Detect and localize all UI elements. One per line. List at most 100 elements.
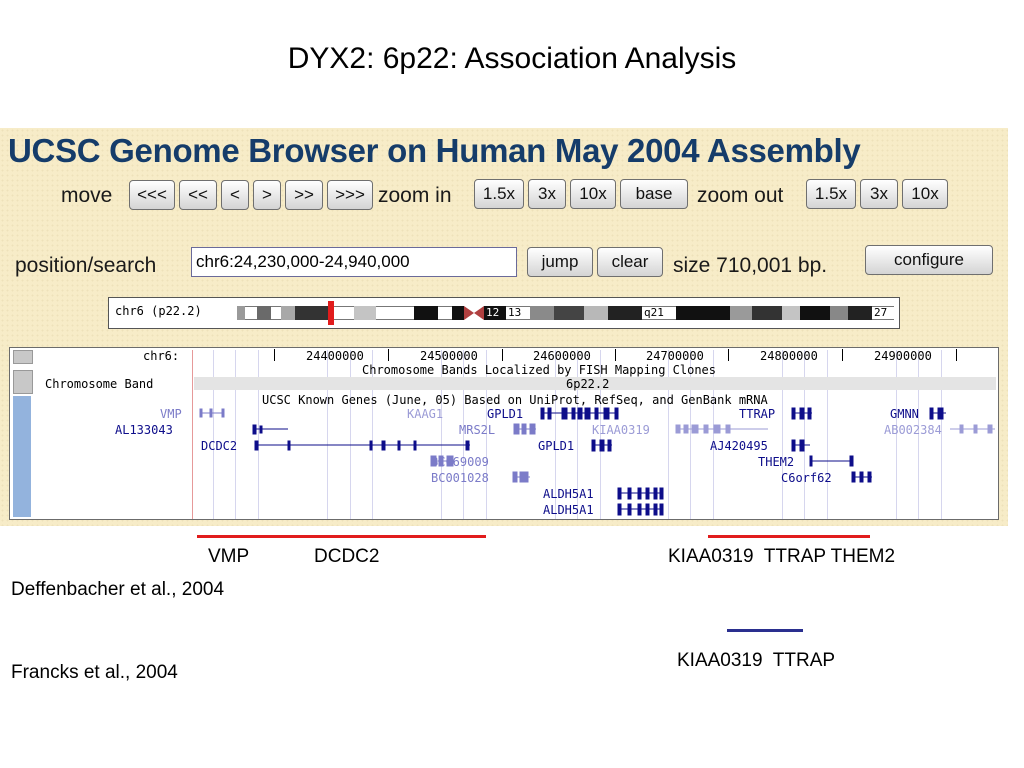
- gene-label: TTRAP: [739, 407, 776, 421]
- zoom-in-3x-button[interactable]: 3x: [528, 179, 566, 209]
- ideogram-band: [730, 306, 752, 320]
- ideogram-band: [484, 306, 506, 320]
- gene-caption-kiaa-ttrap-them2: KIAA0319 TTRAP THEM2: [668, 546, 896, 567]
- ideogram-band: [782, 306, 800, 320]
- gene-label: GPLD1: [487, 407, 524, 421]
- genome-browser-panel: UCSC Genome Browser on Human May 2004 As…: [0, 128, 1008, 526]
- ideogram-band: [452, 306, 464, 320]
- gene-label: BC001028: [431, 471, 489, 485]
- ideogram-band: [608, 306, 642, 320]
- move-far-right-button[interactable]: >>>: [327, 180, 373, 210]
- ideogram-band: [245, 306, 257, 320]
- ideogram-band: [530, 306, 554, 320]
- ideogram-position-marker: [328, 301, 334, 325]
- tracks-panel: chr6: 24400000 24500000 24600000 2470000…: [9, 347, 999, 520]
- jump-button[interactable]: jump: [527, 247, 593, 277]
- band-track-bar[interactable]: [194, 377, 996, 390]
- move-left-more-button[interactable]: <<: [179, 180, 217, 210]
- zoom-base-button[interactable]: base: [620, 179, 688, 209]
- ideogram-band: [281, 306, 295, 320]
- size-text: size 710,001 bp.: [673, 254, 828, 277]
- ideogram-band: [354, 306, 376, 320]
- gene-label: GPLD1: [538, 439, 575, 453]
- zoom-out-label: zoom out: [697, 184, 784, 207]
- ideogram-band: [872, 306, 894, 320]
- chromosome-ideogram[interactable]: chr6 (p22.2) 12 13 q21 27: [108, 297, 900, 329]
- track-toggle-button[interactable]: [13, 350, 33, 364]
- ruler-position: 24400000: [306, 349, 364, 363]
- zoom-out-3x-button[interactable]: 3x: [860, 179, 898, 209]
- ideogram-band: [414, 306, 438, 320]
- zoom-in-10x-button[interactable]: 10x: [570, 179, 616, 209]
- ruler-position: 24600000: [533, 349, 591, 363]
- zoom-out-1-5x-button[interactable]: 1.5x: [806, 179, 856, 209]
- ideogram-band: [830, 306, 848, 320]
- gene-label: THEM2: [758, 455, 795, 469]
- ideogram-band-label: 13: [508, 306, 522, 319]
- clear-button[interactable]: clear: [597, 247, 663, 277]
- track-toggle-button[interactable]: [13, 370, 33, 394]
- position-search-input[interactable]: [191, 247, 517, 277]
- track-toggle-button[interactable]: [13, 396, 31, 517]
- gene-label: DCDC2: [201, 439, 238, 453]
- move-right-button[interactable]: >: [253, 180, 281, 210]
- ruler-position: 24700000: [646, 349, 704, 363]
- move-left-button[interactable]: <: [221, 180, 249, 210]
- gene-label: KAAG1: [407, 407, 444, 421]
- ideogram-band: [271, 306, 281, 320]
- zoom-in-1-5x-button[interactable]: 1.5x: [474, 179, 524, 209]
- francks-region-line: [727, 629, 803, 632]
- band-track-label: Chromosome Band: [45, 377, 154, 391]
- ideogram-band: [800, 306, 830, 320]
- gene-label: BC069009: [431, 455, 489, 469]
- ideogram-band: [676, 306, 730, 320]
- zoom-out-10x-button[interactable]: 10x: [902, 179, 948, 209]
- ideogram-band: [334, 306, 354, 320]
- ideogram-band: [642, 306, 676, 320]
- ideogram-band: [295, 306, 331, 320]
- browser-title: UCSC Genome Browser on Human May 2004 As…: [8, 132, 861, 169]
- slide-title: DYX2: 6p22: Association Analysis: [287, 42, 737, 75]
- deffenbacher-region-line-1: [197, 535, 486, 538]
- ideogram-band: [506, 306, 530, 320]
- ruler-position: 24500000: [420, 349, 478, 363]
- gene-label: AJ420495: [710, 439, 768, 453]
- centromere-icon: [464, 306, 484, 320]
- ideogram-band: [257, 306, 271, 320]
- gene-caption-vmp: VMP: [208, 546, 250, 567]
- ideogram-band: [554, 306, 584, 320]
- position-search-label: position/search: [15, 254, 157, 277]
- gene-caption-kiaa-ttrap: KIAA0319 TTRAP: [677, 650, 836, 671]
- ideogram-band-label: q21: [644, 306, 664, 319]
- ruler-position: 24900000: [874, 349, 932, 363]
- move-right-more-button[interactable]: >>: [285, 180, 323, 210]
- genes-track-header: UCSC Known Genes (June, 05) Based on Uni…: [262, 393, 768, 407]
- ideogram-band: [848, 306, 872, 320]
- gene-label: KIAA0319: [592, 423, 650, 437]
- ideogram-band: [438, 306, 452, 320]
- gene-label: VMP: [160, 407, 182, 421]
- reference-deffenbacher: Deffenbacher et al., 2004: [11, 579, 225, 600]
- chrom-label: chr6:: [143, 349, 180, 363]
- configure-button[interactable]: configure: [865, 245, 993, 275]
- ideogram-band-label: 27: [874, 306, 888, 319]
- ideogram-band: [584, 306, 608, 320]
- gene-caption-dcdc2: DCDC2: [314, 546, 380, 567]
- ideogram-band-label: 12: [486, 306, 500, 319]
- ruler-position: 24800000: [760, 349, 818, 363]
- gene-label: ALDH5A1: [543, 487, 594, 501]
- zoom-in-label: zoom in: [378, 184, 452, 207]
- ideogram-label: chr6 (p22.2): [115, 304, 202, 318]
- move-far-left-button[interactable]: <<<: [129, 180, 175, 210]
- ideogram-band: [376, 306, 414, 320]
- track-divider: [192, 350, 193, 519]
- gene-glyphs: [199, 407, 995, 516]
- reference-francks: Francks et al., 2004: [11, 662, 178, 683]
- gene-label: AL133043: [115, 423, 173, 437]
- gene-label: AB002384: [884, 423, 942, 437]
- ideogram-band: [237, 306, 245, 320]
- band-name: 6p22.2: [566, 377, 610, 391]
- band-track-header: Chromosome Bands Localized by FISH Mappi…: [362, 363, 717, 377]
- gene-label: ALDH5A1: [543, 503, 594, 517]
- deffenbacher-region-line-2: [708, 535, 870, 538]
